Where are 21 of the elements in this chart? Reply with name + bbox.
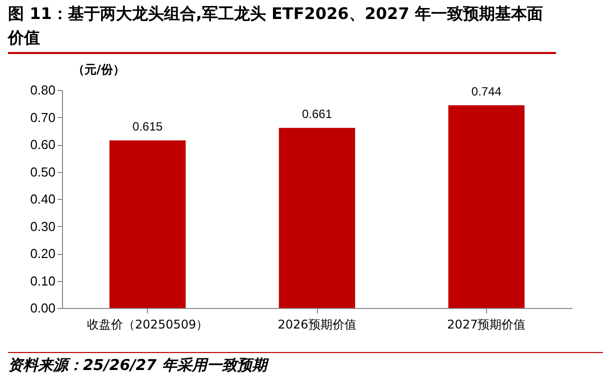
chart-title: 图 11：基于两大龙头组合,军工龙头 ETF2026、2027 年一致预期基本面价值: [8, 2, 556, 54]
bar: [278, 128, 356, 308]
text: 资料来源：25/26/27 年采用一致预期: [8, 352, 603, 375]
y-tick-label: 0.70: [30, 110, 56, 125]
y-tick-label: 0.10: [30, 273, 56, 288]
data-label: 0.615: [132, 119, 163, 134]
y-tick-label: 0.80: [30, 82, 56, 98]
bar: [448, 105, 525, 308]
y-tick-label: 0.30: [30, 218, 56, 234]
bar: [109, 140, 186, 308]
data-label: 0.744: [471, 84, 502, 98]
y-tick-label: 0.20: [30, 246, 56, 261]
y-tick-label: 0.60: [30, 137, 56, 152]
x-tick-label: 2026预期价值: [278, 318, 356, 332]
x-tick-label: 收盘价（20250509）: [87, 318, 208, 332]
y-tick-label: 0.40: [30, 192, 56, 206]
data-label: 0.661: [302, 106, 332, 121]
y-axis-title: （元/份）: [72, 62, 125, 76]
y-tick-label: 0.50: [30, 164, 56, 180]
y-tick-label: 0.00: [30, 300, 56, 316]
x-tick-label: 2027预期价值: [447, 318, 526, 332]
